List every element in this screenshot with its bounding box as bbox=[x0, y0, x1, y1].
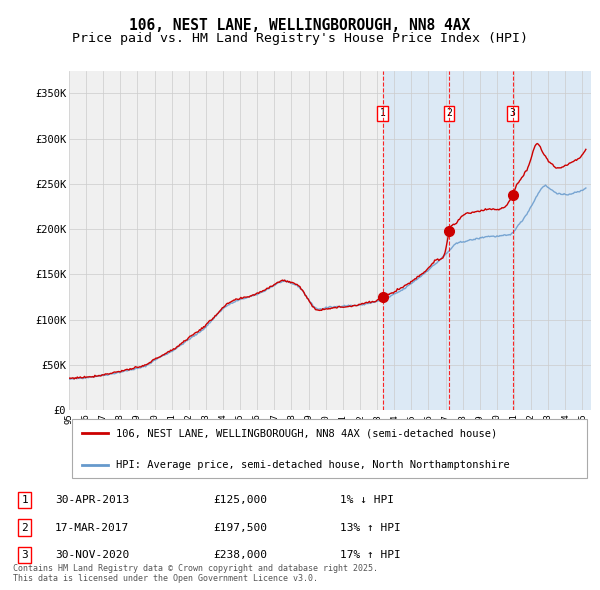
Text: 17% ↑ HPI: 17% ↑ HPI bbox=[340, 550, 401, 560]
Bar bbox=[383, 71, 591, 410]
Text: 106, NEST LANE, WELLINGBOROUGH, NN8 4AX (semi-detached house): 106, NEST LANE, WELLINGBOROUGH, NN8 4AX … bbox=[116, 428, 497, 438]
Text: 2: 2 bbox=[21, 523, 28, 533]
Text: 1: 1 bbox=[21, 496, 28, 505]
Text: 2: 2 bbox=[446, 109, 452, 119]
Text: 3: 3 bbox=[21, 550, 28, 560]
Text: 3: 3 bbox=[509, 109, 515, 119]
Text: 1: 1 bbox=[380, 109, 386, 119]
Text: 106, NEST LANE, WELLINGBOROUGH, NN8 4AX: 106, NEST LANE, WELLINGBOROUGH, NN8 4AX bbox=[130, 18, 470, 32]
Text: 17-MAR-2017: 17-MAR-2017 bbox=[55, 523, 130, 533]
Text: 30-APR-2013: 30-APR-2013 bbox=[55, 496, 130, 505]
Text: 13% ↑ HPI: 13% ↑ HPI bbox=[340, 523, 401, 533]
FancyBboxPatch shape bbox=[71, 418, 587, 478]
Text: £125,000: £125,000 bbox=[214, 496, 268, 505]
Text: 30-NOV-2020: 30-NOV-2020 bbox=[55, 550, 130, 560]
Text: HPI: Average price, semi-detached house, North Northamptonshire: HPI: Average price, semi-detached house,… bbox=[116, 460, 510, 470]
Text: £238,000: £238,000 bbox=[214, 550, 268, 560]
Text: 1% ↓ HPI: 1% ↓ HPI bbox=[340, 496, 394, 505]
Text: Price paid vs. HM Land Registry's House Price Index (HPI): Price paid vs. HM Land Registry's House … bbox=[72, 32, 528, 45]
Text: Contains HM Land Registry data © Crown copyright and database right 2025.
This d: Contains HM Land Registry data © Crown c… bbox=[13, 563, 378, 583]
Text: £197,500: £197,500 bbox=[214, 523, 268, 533]
